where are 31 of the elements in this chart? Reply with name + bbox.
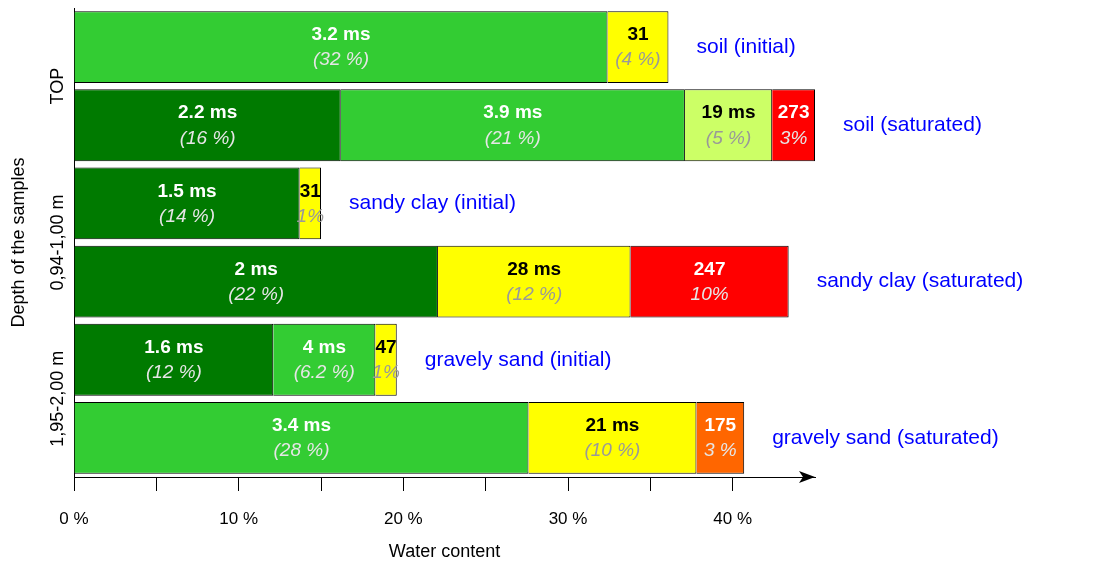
data-label: 31 (4 %) xyxy=(615,23,661,70)
annotation: soil (initial) xyxy=(696,33,796,57)
data-label: 19 ms (5 %) xyxy=(701,101,756,148)
text: sandy clay (saturated) xyxy=(816,268,1024,292)
data-label: 3.4 ms (28 %) xyxy=(271,414,332,461)
annotation: gravely sand (initial) xyxy=(424,346,612,370)
x-tick-label: 20 % xyxy=(383,508,423,528)
data-label: 21 ms (10 %) xyxy=(584,414,641,461)
data-label: 247 10% xyxy=(690,257,729,304)
data-label: 2.2 ms (16 %) xyxy=(178,101,238,148)
data-label: 1.5 ms (14 %) xyxy=(157,179,217,226)
annotation: sandy clay (initial) xyxy=(349,190,516,214)
data-label: 4 ms (6.2 %) xyxy=(293,335,355,383)
data-label: 1.6 ms (12 %) xyxy=(144,335,204,383)
y-tick-label: 1,95-2,00 m xyxy=(46,350,67,447)
data-label: 3.9 ms (21 %) xyxy=(483,101,543,148)
data-label: 2 ms (22 %) xyxy=(228,257,285,304)
data-label: 175 3 % xyxy=(703,414,737,461)
x-tick-label: 40 % xyxy=(713,508,753,528)
x-tick-label: 0 % xyxy=(59,508,89,528)
data-label: 3.2 ms (32 %) xyxy=(311,23,371,70)
text: soil (saturated) xyxy=(843,112,982,136)
data-label: 273 3% xyxy=(777,101,810,148)
y-axis-title: Depth of the samples xyxy=(7,157,28,328)
x-tick-label: 10 % xyxy=(219,508,259,528)
y-tick-label: TOP xyxy=(46,67,67,105)
y-tick-label: 0,94-1,00 m xyxy=(46,194,67,291)
x-tick-label: 30 % xyxy=(548,508,588,528)
x-axis-title: Water content xyxy=(388,541,501,562)
annotation: gravely sand (saturated) xyxy=(772,424,999,448)
data-label: 28 ms (12 %) xyxy=(506,257,563,304)
